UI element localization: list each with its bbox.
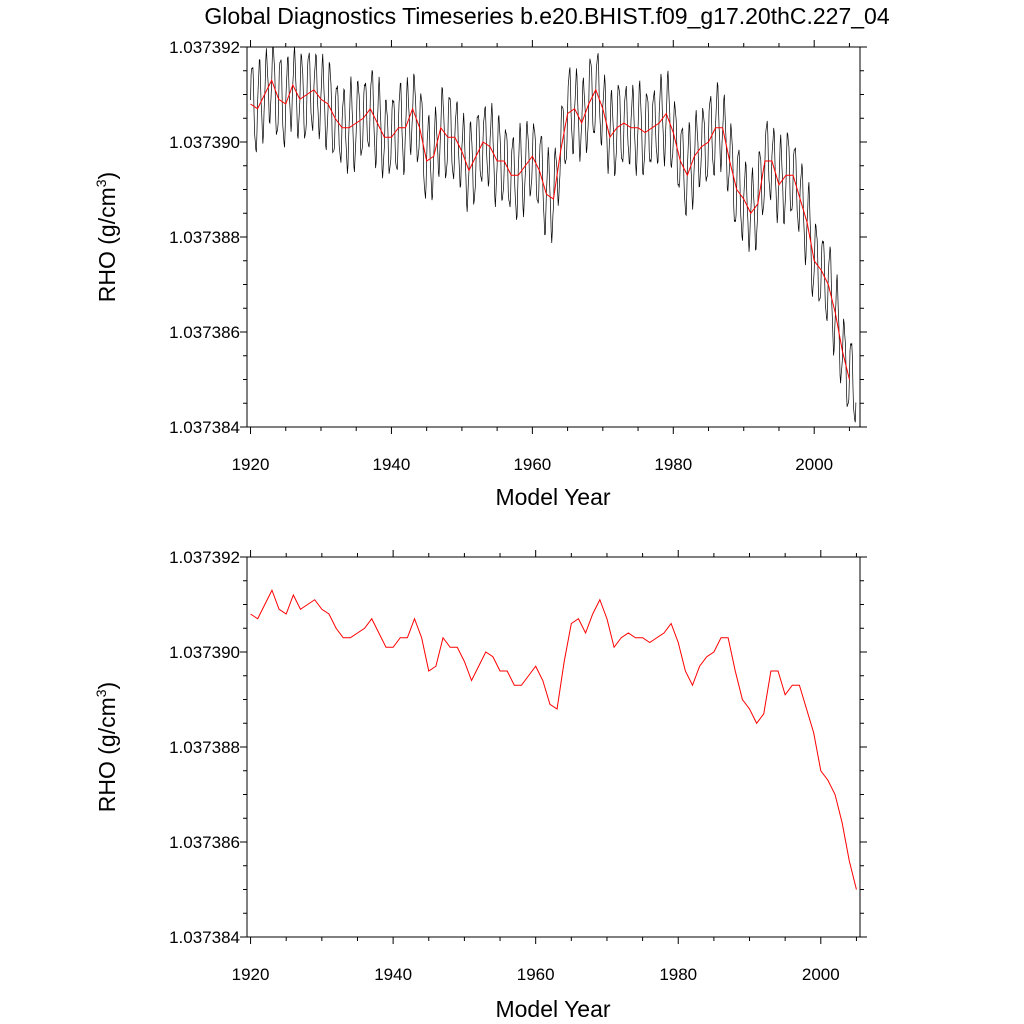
top-y-tick-label: 1.037386 [169,323,240,342]
top-y-tick-label: 1.037384 [169,418,240,437]
bottom-x-tick-label: 1960 [517,965,555,984]
top-x-tick-label: 1960 [513,455,551,474]
top-x-tick-label: 1940 [373,455,411,474]
top-series-group [250,47,857,423]
top-x-tick-label: 2000 [795,455,833,474]
bottom-panel: 1.037384 1.037386 1.037388 1.037390 1.037392… [93,548,867,1022]
top-annual-series-line [250,78,850,380]
top-y-axis-label-sup: 3 [93,179,109,187]
bottom-x-tick-label: 1980 [659,965,697,984]
bottom-y-axis-label-end: ) [94,682,120,690]
bottom-y-tick-label: 1.037390 [169,643,240,662]
bottom-y-tick-label: 1.037392 [169,548,240,567]
top-y-axis-label-end: ) [94,172,120,180]
bottom-series-group [250,589,857,890]
top-y-axis-label-main: RHO (g/cm [94,187,120,302]
top-plot-frame [246,46,861,428]
bottom-y-axis-label-main: RHO (g/cm [94,697,120,812]
bottom-x-tick-label: 2000 [802,965,840,984]
bottom-y-tick-label: 1.037384 [169,928,240,947]
bottom-annual-series-line [250,589,857,890]
bottom-y-axis-label-sup: 3 [93,689,109,697]
bottom-y-tick-label: 1.037386 [169,833,240,852]
bottom-x-tick-label: 1920 [232,965,270,984]
top-y-tick-label: 1.037392 [169,38,240,57]
top-y-tick-label: 1.037390 [169,133,240,152]
bottom-x-tick-label: 1940 [374,965,412,984]
bottom-y-axis-label: RHO (g/cm3) [93,682,120,812]
bottom-panel-marks: 1.037384 1.037386 1.037388 1.037390 1.037392… [169,548,867,984]
bottom-plot-frame [246,556,861,938]
top-x-tick-label: 1980 [654,455,692,474]
top-monthly-series-line [250,47,857,423]
top-x-tick-label: 1920 [232,455,270,474]
bottom-y-tick-label: 1.037388 [169,738,240,757]
bottom-x-axis-label: Model Year [495,996,610,1022]
top-panel-marks: 1.037384 1.037386 1.037388 1.037390 1.037392… [169,38,867,474]
top-x-axis-label: Model Year [495,484,610,510]
top-y-axis-label: RHO (g/cm3) [93,172,120,302]
top-panel: 1.037384 1.037386 1.037388 1.037390 1.037392… [93,38,867,510]
chart-title: Global Diagnostics Timeseries b.e20.BHIS… [204,3,890,29]
top-y-tick-label: 1.037388 [169,228,240,247]
